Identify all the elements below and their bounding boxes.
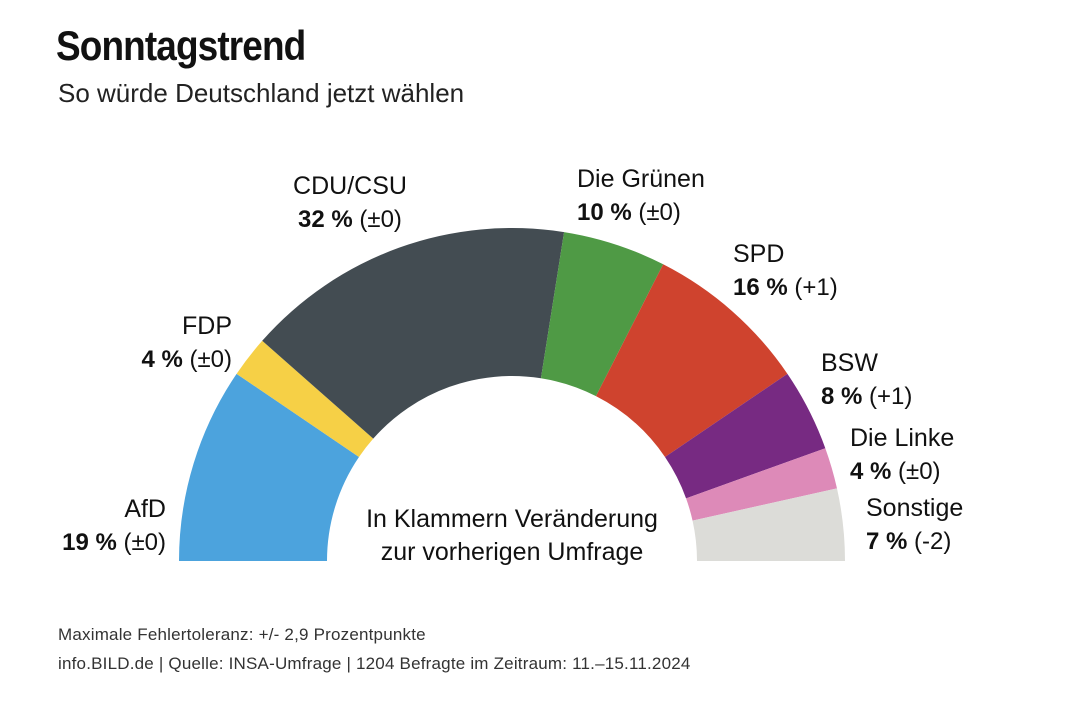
label-name-bsw: BSW [821, 349, 878, 377]
slice-die-linke [686, 448, 837, 521]
chart-slices [179, 227, 845, 561]
chart-title: Sonntagstrend [56, 22, 306, 69]
label-name-spd: SPD [733, 240, 784, 268]
slice-bsw [665, 373, 826, 499]
label-value-afd: 19 % (±0) [62, 529, 166, 556]
center-note-line-2: zur vorherigen Umfrage [381, 538, 644, 566]
center-note-line-1: In Klammern Veränderung [366, 505, 658, 533]
slice-cdu-csu [262, 227, 565, 439]
label-value-die-gr-nen: 10 % (±0) [577, 199, 681, 226]
footer-source: info.BILD.de | Quelle: INSA-Umfrage | 12… [58, 654, 691, 673]
label-name-afd: AfD [124, 495, 166, 523]
label-value-bsw: 8 % (+1) [821, 383, 912, 410]
label-value-sonstige: 7 % (-2) [866, 528, 951, 555]
footer-error-margin: Maximale Fehlertoleranz: +/- 2,9 Prozent… [58, 625, 426, 644]
chart-labels: AfD 19 % (±0) FDP 4 % (±0) CDU/CSU 32 % (±0) D… [62, 165, 963, 556]
label-name-fdp: FDP [182, 312, 232, 340]
slice-fdp [236, 340, 374, 458]
label-value-spd: 16 % (+1) [733, 274, 838, 301]
label-name-die-linke: Die Linke [850, 424, 954, 452]
slice-die-gr-nen [540, 232, 664, 397]
label-name-sonstige: Sonstige [866, 494, 963, 522]
label-value-fdp: 4 % (±0) [141, 346, 232, 373]
label-name-die-gr-nen: Die Grünen [577, 165, 705, 193]
label-value-die-linke: 4 % (±0) [850, 458, 941, 485]
label-name-cdu-csu: CDU/CSU [293, 172, 407, 200]
chart-subtitle: So würde Deutschland jetzt wählen [58, 78, 465, 108]
slice-sonstige [692, 488, 845, 561]
slice-spd [595, 264, 788, 458]
label-value-cdu-csu: 32 % (±0) [298, 206, 402, 233]
slice-afd [179, 373, 359, 561]
